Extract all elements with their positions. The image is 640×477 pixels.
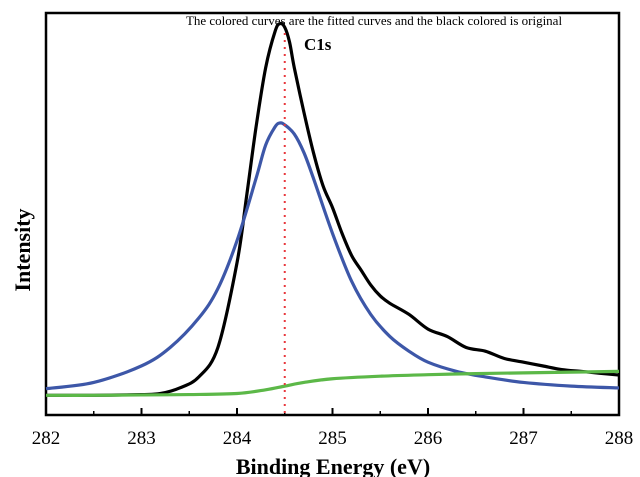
series-layer	[45, 21, 620, 397]
y-axis-title: Intensity	[10, 208, 35, 291]
x-axis-title: Binding Energy (eV)	[236, 454, 430, 477]
x-tick-label: 282	[32, 428, 61, 449]
peak-label: C1s	[304, 35, 332, 54]
x-tick-label: 287	[509, 428, 538, 449]
series-line-background-curve	[45, 369, 620, 397]
series-line-original-curve	[45, 21, 620, 397]
x-tick-label: 285	[318, 428, 347, 449]
series-line-fitted-peak-curve	[45, 121, 620, 391]
x-tick-label: 283	[127, 428, 156, 449]
annotation-text: The colored curves are the fitted curves…	[186, 13, 563, 28]
x-tick-label: 284	[223, 428, 252, 449]
x-tick-label: 288	[605, 428, 634, 449]
x-tick-label: 286	[414, 428, 443, 449]
x-axis-ticks: 282 283 284 285 286 287 288	[32, 408, 634, 449]
plot-frame	[44, 11, 621, 417]
